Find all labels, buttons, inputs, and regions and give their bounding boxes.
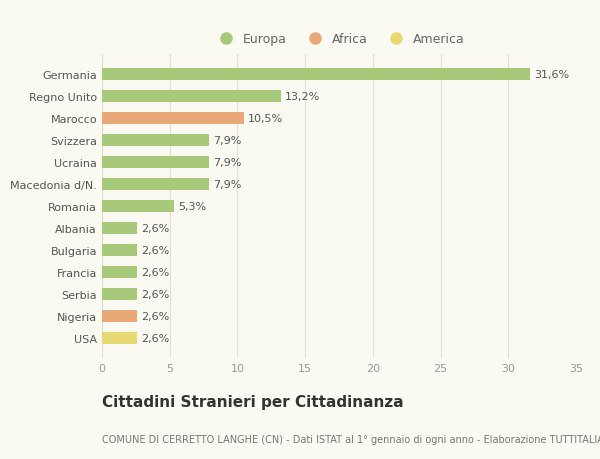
Text: Cittadini Stranieri per Cittadinanza: Cittadini Stranieri per Cittadinanza [102,394,404,409]
Legend: Europa, Africa, America: Europa, Africa, America [208,28,470,51]
Text: 2,6%: 2,6% [141,311,170,321]
Text: 7,9%: 7,9% [213,136,241,146]
Text: 31,6%: 31,6% [534,70,569,80]
Bar [102,244,137,257]
Bar [102,201,174,213]
Text: 2,6%: 2,6% [141,246,170,255]
Text: 7,9%: 7,9% [213,158,241,168]
Text: 2,6%: 2,6% [141,289,170,299]
Text: 13,2%: 13,2% [285,92,320,102]
Text: 2,6%: 2,6% [141,224,170,234]
Text: 2,6%: 2,6% [141,333,170,343]
Text: 7,9%: 7,9% [213,179,241,190]
Bar [102,266,137,279]
Text: 2,6%: 2,6% [141,268,170,277]
Bar [102,69,530,81]
Bar [102,179,209,190]
Text: COMUNE DI CERRETTO LANGHE (CN) - Dati ISTAT al 1° gennaio di ogni anno - Elabora: COMUNE DI CERRETTO LANGHE (CN) - Dati IS… [102,434,600,443]
Bar [102,223,137,235]
Bar [102,134,209,147]
Bar [102,91,281,103]
Text: 5,3%: 5,3% [178,202,206,212]
Bar [102,113,244,125]
Bar [102,310,137,322]
Bar [102,288,137,300]
Bar [102,157,209,169]
Bar [102,332,137,344]
Text: 10,5%: 10,5% [248,114,283,124]
